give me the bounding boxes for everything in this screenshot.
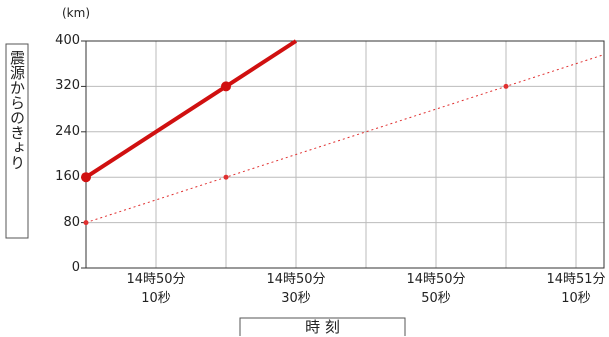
point <box>503 83 509 89</box>
y-tick-label: 160 <box>55 169 80 185</box>
x-tick-label: 14時50分 10秒 <box>126 272 186 306</box>
y-unit: (km) <box>62 6 91 20</box>
y-tick-label: 320 <box>55 78 80 94</box>
point <box>81 172 91 183</box>
point <box>83 220 89 226</box>
series-line <box>85 54 605 224</box>
x-tick-label: 14時50分 50秒 <box>406 272 466 306</box>
x-label: 時 刻 <box>305 318 340 336</box>
plot-frame <box>85 40 605 269</box>
y-tick-label: 0 <box>71 260 80 275</box>
y-tick-label: 400 <box>55 33 80 48</box>
y-tick-label: 240 <box>55 123 80 139</box>
point <box>223 174 229 180</box>
x-label-box <box>239 317 406 336</box>
series-line <box>84 39 298 179</box>
x-tick-label: 14時51分 10秒 <box>546 272 606 306</box>
y-label: 震源からのきょり <box>8 50 26 170</box>
x-tick-label: 14時50分 30秒 <box>266 272 326 306</box>
y-label-box <box>5 43 29 239</box>
y-tick-label: 80 <box>63 214 80 230</box>
point <box>221 81 231 92</box>
